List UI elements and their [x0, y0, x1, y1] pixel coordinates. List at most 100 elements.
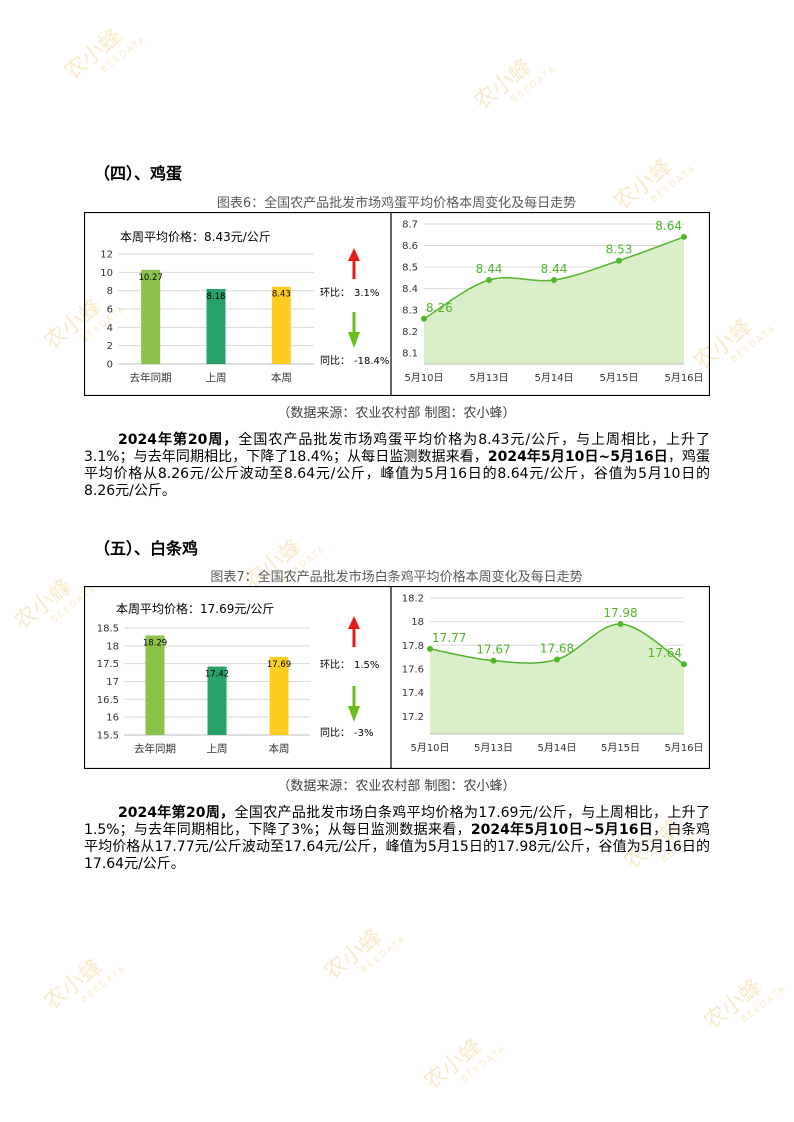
- data-point: [427, 645, 433, 652]
- watermark-logo: 农小蜂 BEEDATA: [699, 974, 789, 1035]
- bar: [145, 635, 165, 735]
- x-tick-label: 5月10日: [404, 372, 443, 384]
- paragraph-bold-lead: 2024年第20周，: [118, 805, 235, 821]
- bar-value-label: 10.27: [138, 273, 162, 283]
- weekly-average-label: 本周平均价格：17.69元/公斤: [116, 601, 274, 616]
- y-tick-label: 17.2: [402, 712, 424, 723]
- y-tick-label: 8.6: [402, 241, 418, 252]
- data-point: [617, 621, 624, 628]
- y-tick-label: 18: [106, 641, 119, 652]
- data-value-label: 8.44: [541, 262, 568, 276]
- y-tick-label: 17.5: [97, 659, 119, 670]
- data-value-label: 17.98: [603, 606, 637, 620]
- watermark-logo: 农小蜂 BEEDATA: [59, 24, 149, 85]
- y-tick-label: 18.2: [402, 594, 424, 605]
- ring-ratio-label: 环比： 3.1%: [320, 287, 379, 299]
- y-tick-label: 8.7: [402, 220, 418, 231]
- bar-value-label: 18.29: [143, 638, 167, 648]
- daily-trend-chart: 17.2 17.4 17.6 17.8 18 18.2 17.77 5月10日 17.67 5月1…: [402, 594, 704, 755]
- yoy-ratio-label: 同比： -3%: [320, 727, 373, 739]
- y-tick-label: 17: [106, 677, 119, 688]
- watermark-logo: 农小蜂 BEEDATA: [419, 1034, 509, 1095]
- y-tick-label: 17.4: [402, 688, 424, 699]
- bar-value-label: 8.43: [272, 290, 291, 300]
- x-tick-label: 5月15日: [599, 372, 638, 384]
- y-tick-label: 16: [106, 713, 119, 724]
- section-heading-chicken: （五）、白条鸡: [94, 539, 199, 558]
- x-tick-label: 上周: [207, 743, 228, 755]
- yoy-ratio-label: 同比： -18.4%: [320, 355, 389, 367]
- data-value-label: 17.64: [648, 646, 682, 660]
- paragraph-eggs: 2024年第20周，全国农产品批发市场鸡蛋平均价格为8.43元/公斤，与上周相比…: [84, 432, 710, 500]
- y-tick-label: 4: [107, 323, 113, 334]
- data-value-label: 8.64: [655, 219, 682, 233]
- watermark-logo: 农小蜂 BEEDATA: [319, 924, 409, 985]
- bar: [269, 656, 289, 735]
- down-arrow-icon: [348, 312, 360, 348]
- chart-caption-eggs: 图表6：全国农产品批发市场鸡蛋平均价格本周变化及每日走势: [216, 196, 577, 211]
- daily-trend-chart: 8.1 8.2 8.3 8.4 8.5 8.6 8.7 8.26 5月10日 8.44 5月13日 8…: [402, 219, 703, 384]
- x-tick-label: 本周: [271, 371, 292, 384]
- x-tick-label: 上周: [206, 372, 227, 384]
- data-value-label: 17.67: [476, 643, 510, 657]
- x-tick-label: 5月16日: [664, 742, 703, 754]
- weekly-bar-chart: 0 2 4 6 8 10 12 10.27 去年同期 8.18 上周 8.43 本周: [100, 250, 314, 384]
- chart-caption-chicken: 图表7：全国农产品批发市场白条鸡平均价格本周变化及每日走势: [210, 570, 583, 585]
- y-tick-label: 17.8: [402, 641, 424, 652]
- weekly-bar-chart: 15.5 16 16.5 17 17.5 18 18.5 18.29 去年同期 17.42 上周 17…: [97, 624, 310, 755]
- watermark-logo: 农小蜂 BEEDATA: [39, 954, 129, 1015]
- x-tick-label: 去年同期: [134, 742, 176, 755]
- watermark-logo: 农小蜂 BEEDATA: [469, 54, 559, 115]
- paragraph-chicken: 2024年第20周，全国农产品批发市场白条鸡平均价格为17.69元/公斤，与上周…: [84, 805, 710, 873]
- y-tick-label: 8.5: [402, 263, 418, 274]
- data-value-label: 8.53: [606, 243, 633, 257]
- paragraph-text: ，鸡蛋平均价格从8.26元/公斤波动至8.64元/公斤，峰值为5月16日的8.6…: [84, 449, 711, 499]
- ring-ratio-label: 环比： 1.5%: [320, 659, 379, 671]
- section-heading-eggs: （四）、鸡蛋: [94, 164, 183, 183]
- bar-value-label: 17.42: [205, 670, 229, 680]
- x-tick-label: 5月10日: [410, 742, 449, 754]
- series-area: [430, 624, 684, 734]
- data-point: [681, 661, 687, 668]
- y-tick-label: 8.4: [402, 284, 418, 295]
- x-tick-label: 5月13日: [474, 742, 513, 754]
- x-tick-label: 5月14日: [534, 372, 573, 384]
- paragraph-text: ，白条鸡平均价格从17.77元/公斤波动至17.64元/公斤，峰值为5月15日的…: [84, 822, 710, 872]
- x-tick-label: 5月14日: [537, 742, 576, 754]
- y-tick-label: 2: [107, 341, 113, 352]
- data-source-eggs: （数据来源：农业农村部 制图：农小蜂）: [277, 406, 516, 421]
- y-tick-label: 10: [100, 268, 113, 279]
- x-tick-label: 去年同期: [130, 371, 172, 384]
- paragraph-bold-dates: 2024年5月10日~5月16日: [470, 822, 654, 838]
- bar: [271, 286, 291, 364]
- x-tick-label: 5月13日: [469, 372, 508, 384]
- bar: [141, 269, 161, 364]
- bar-value-label: 8.18: [207, 292, 226, 302]
- y-tick-label: 17.6: [402, 664, 424, 675]
- data-point: [616, 257, 622, 264]
- data-value-label: 17.68: [540, 641, 574, 655]
- y-tick-label: 8.3: [402, 306, 418, 317]
- paragraph-bold-dates: 2024年5月10日~5月16日: [487, 449, 668, 465]
- y-tick-label: 18.5: [97, 624, 119, 635]
- bar: [207, 666, 227, 735]
- paragraph-bold-lead: 2024年第20周，: [118, 432, 239, 448]
- data-point: [551, 277, 557, 283]
- data-value-label: 17.77: [432, 631, 466, 645]
- y-tick-label: 16.5: [97, 695, 119, 706]
- y-tick-label: 6: [107, 305, 113, 316]
- x-tick-label: 本周: [269, 742, 290, 755]
- weekly-average-label: 本周平均价格：8.43元/公斤: [120, 229, 271, 244]
- data-source-chicken: （数据来源：农业农村部 制图：农小蜂）: [277, 779, 516, 794]
- y-tick-label: 8.1: [402, 349, 418, 360]
- y-tick-label: 15.5: [97, 731, 119, 742]
- up-arrow-icon: [348, 248, 360, 279]
- chicken-chart-panel: 本周平均价格：17.69元/公斤 15.5 16 16.5 17 17.5 18 18.5 1…: [84, 586, 710, 769]
- data-value-label: 8.44: [476, 262, 503, 276]
- down-arrow-icon: [348, 686, 360, 722]
- data-point: [681, 233, 687, 240]
- egg-chart-panel: 本周平均价格：8.43元/公斤 0 2 4 6 8 10 12 10.27 去年同期 8.18 上周…: [84, 212, 710, 396]
- y-tick-label: 8.2: [402, 327, 418, 338]
- data-point: [421, 315, 427, 322]
- x-tick-label: 5月15日: [601, 742, 640, 754]
